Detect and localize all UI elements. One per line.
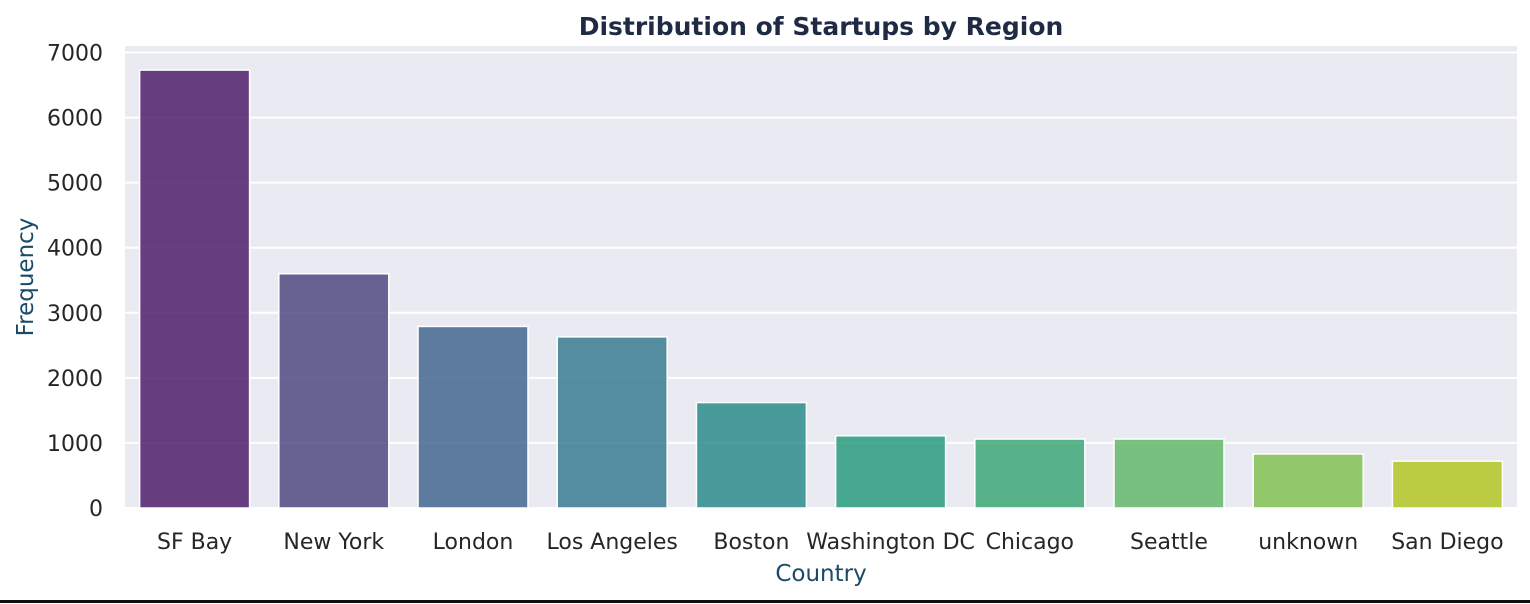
bar-boston: [695, 401, 808, 509]
bar-new-york: [278, 272, 390, 509]
bar-london: [417, 325, 529, 509]
x-tick-label: New York: [283, 530, 384, 555]
bar-washington-dc: [834, 435, 947, 509]
x-tick-label: Chicago: [986, 530, 1074, 555]
y-tick-label: 7000: [47, 42, 103, 67]
x-axis-ticks: SF Bay New York London Los Angeles Boston Was…: [157, 530, 1504, 555]
bar-chicago: [974, 438, 1086, 509]
frame-bottom-border: [0, 600, 1530, 603]
x-tick-label: Washington DC: [806, 530, 975, 555]
y-axis-ticks: 0 1000 2000 3000 4000 5000 6000 7000: [47, 42, 103, 522]
y-tick-label: 6000: [47, 107, 103, 132]
x-tick-label: SF Bay: [157, 530, 232, 555]
x-tick-label: Los Angeles: [547, 530, 678, 555]
y-tick-label: 1000: [47, 432, 103, 457]
y-tick-label: 4000: [47, 237, 103, 262]
bar-sf-bay: [138, 69, 251, 509]
bars: [138, 69, 1504, 509]
x-tick-label: Boston: [713, 530, 789, 555]
bar-unknown: [1252, 453, 1364, 509]
x-axis-label: Country: [775, 561, 866, 587]
bar-seattle: [1113, 438, 1225, 509]
x-tick-label: unknown: [1258, 530, 1358, 555]
y-tick-label: 5000: [47, 172, 103, 197]
y-tick-label: 0: [89, 497, 103, 522]
y-tick-label: 3000: [47, 302, 103, 327]
x-tick-label: San Diego: [1391, 530, 1503, 555]
y-axis-label: Frequency: [13, 218, 39, 337]
x-tick-label: London: [433, 530, 514, 555]
chart-title: Distribution of Startups by Region: [579, 12, 1064, 41]
bar-los-angeles: [556, 336, 668, 509]
y-tick-label: 2000: [47, 367, 103, 392]
x-tick-label: Seattle: [1130, 530, 1208, 555]
bar-san-diego: [1391, 460, 1504, 509]
